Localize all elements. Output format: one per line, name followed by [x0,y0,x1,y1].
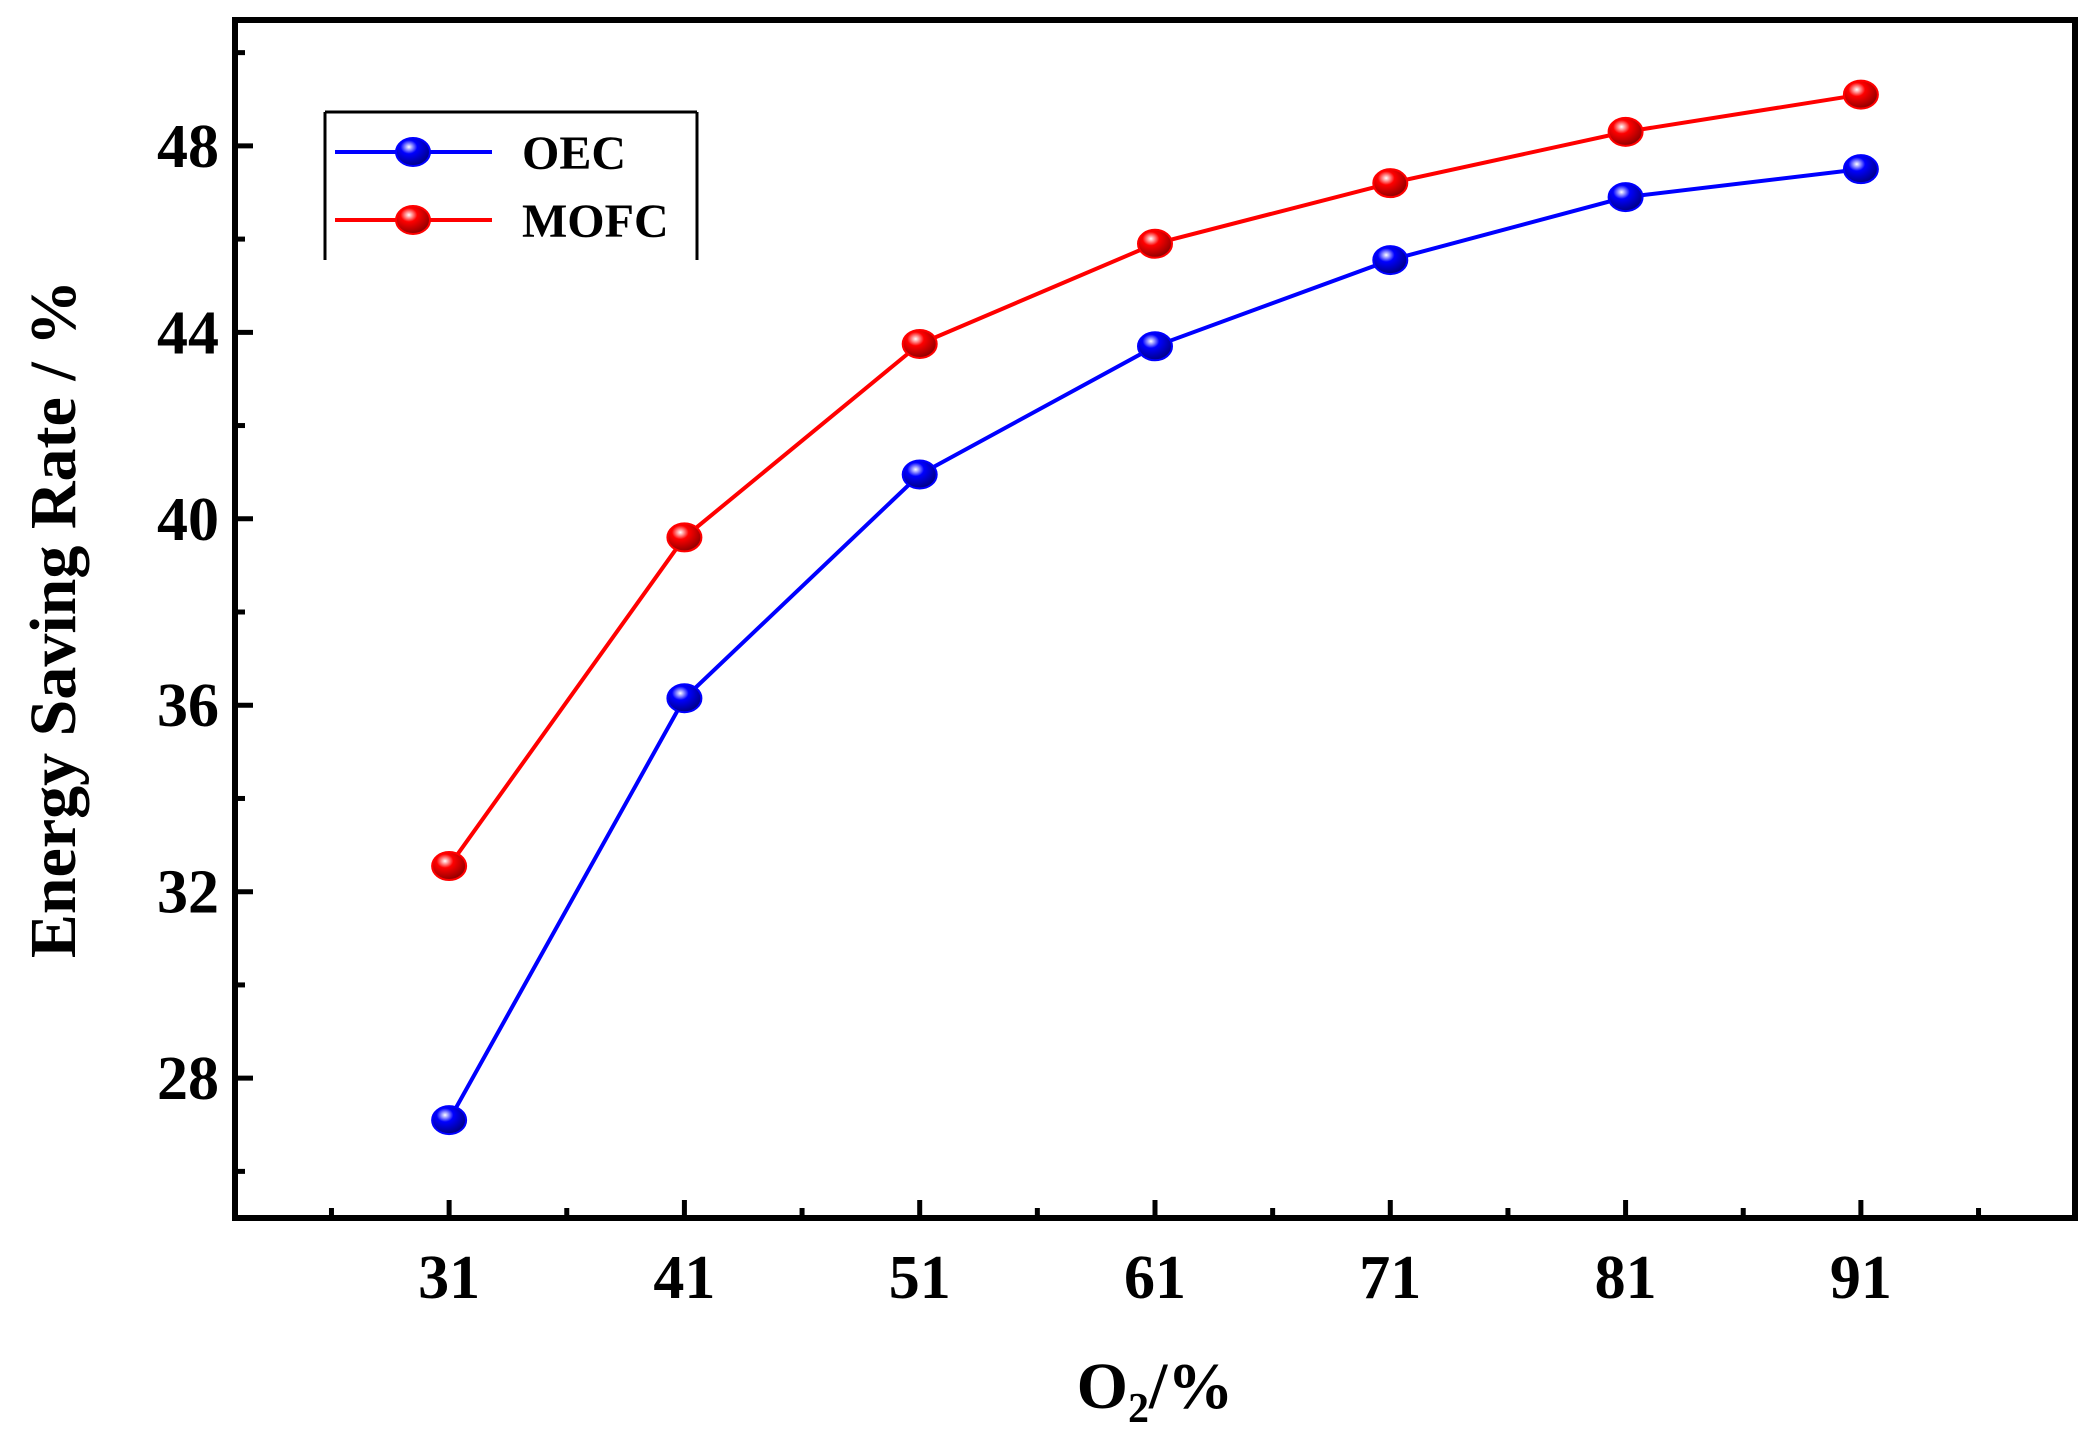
data-point-oec [1372,245,1409,276]
x-axis-title: O2/% [1077,1350,1234,1432]
y-tick-label: 44 [157,299,219,367]
x-axis: 31 41 51 61 71 81 91 [328,1200,1982,1312]
series-layer [431,79,1879,1136]
y-axis-title: Energy Saving Rate / % [17,280,90,958]
data-point-oec [1137,331,1173,362]
data-point-oec [1842,154,1879,185]
x-tick-label: 61 [1124,1244,1186,1312]
y-tick-label: 32 [157,859,219,927]
x-tick-label: 41 [653,1244,715,1312]
data-point-mofc [666,522,703,553]
series-line-oec [447,167,1862,1122]
x-tick-label: 81 [1595,1244,1657,1312]
data-point-mofc [1842,79,1879,110]
x-tick-label: 71 [1359,1244,1421,1312]
x-tick-label: 91 [1830,1244,1892,1312]
data-point-mofc [1372,168,1409,199]
plot-area-frame [232,17,2078,1221]
y-tick-label: 36 [157,672,219,740]
data-point-mofc [1607,116,1644,147]
legend-label-mofc: MOFC [522,195,669,248]
y-tick-label: 28 [157,1045,219,1113]
legend: OEC MOFC [323,110,699,260]
legend-marker-oec [395,137,431,167]
x-tick-label: 31 [418,1244,480,1312]
data-point-mofc [901,328,938,359]
x-axis-title-main: O [1077,1350,1128,1423]
data-point-oec [431,1105,468,1136]
data-point-oec [666,683,703,714]
x-axis-title-subscript: 2 [1128,1386,1149,1432]
y-tick-label: 48 [157,113,219,181]
legend-label-oec: OEC [522,127,626,180]
data-point-mofc [431,851,468,882]
y-axis: 28 32 36 40 44 48 [157,50,253,1174]
x-axis-title-suffix: /% [1148,1350,1233,1423]
data-point-mofc [1137,228,1173,259]
legend-marker-mofc [395,205,431,235]
x-tick-label: 51 [889,1244,951,1312]
data-point-oec [901,459,938,490]
y-tick-label: 40 [157,486,219,554]
data-point-oec [1607,182,1644,213]
